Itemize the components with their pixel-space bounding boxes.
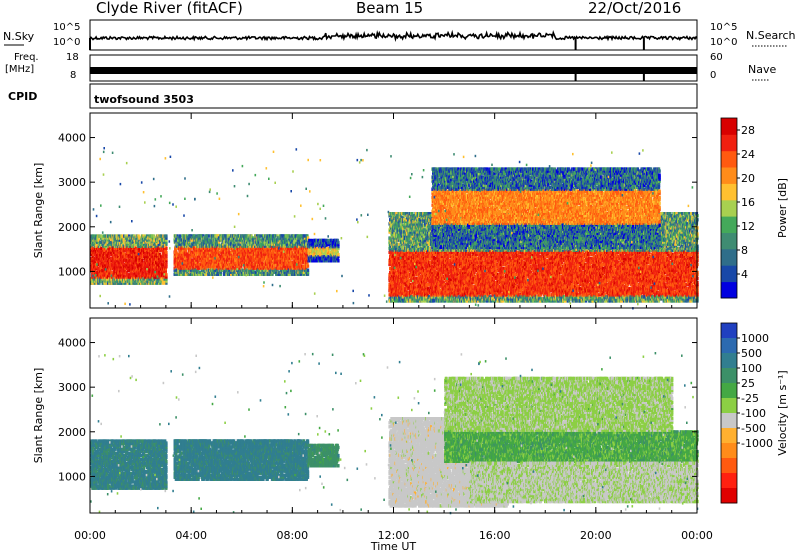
freq-series-band bbox=[90, 67, 697, 74]
power-heatmap-cells bbox=[90, 147, 699, 310]
power-cell bbox=[165, 273, 168, 277]
power-cell bbox=[306, 264, 310, 268]
power-cell bbox=[165, 234, 168, 238]
nsky-series bbox=[89, 29, 698, 42]
power-cell bbox=[165, 250, 168, 255]
power-cell bbox=[178, 234, 182, 238]
power-cell bbox=[141, 258, 144, 263]
power-cell bbox=[306, 268, 310, 272]
power-cell bbox=[165, 246, 168, 250]
cpid-panel-frame bbox=[89, 83, 698, 109]
